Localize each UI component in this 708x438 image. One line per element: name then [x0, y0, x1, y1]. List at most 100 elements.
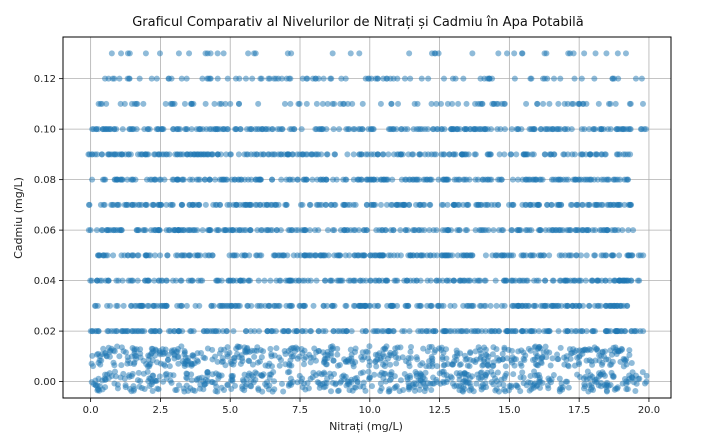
data-point: [343, 302, 350, 309]
data-point: [461, 377, 468, 384]
data-point: [134, 377, 141, 384]
data-point: [215, 371, 222, 378]
data-point: [163, 375, 170, 382]
data-point: [598, 277, 605, 284]
data-point: [493, 302, 500, 309]
data-point: [173, 252, 180, 259]
data-point: [635, 375, 642, 382]
y-tick-label: 0.02: [34, 327, 56, 338]
data-point: [336, 362, 343, 369]
data-point: [641, 380, 648, 387]
data-point: [560, 176, 567, 183]
data-point: [102, 126, 109, 133]
data-point: [626, 347, 633, 354]
data-point: [298, 126, 305, 133]
data-point: [260, 348, 267, 355]
data-point: [89, 176, 96, 183]
data-point: [288, 126, 295, 133]
data-point: [564, 126, 571, 133]
data-point: [163, 201, 170, 208]
data-point: [151, 277, 158, 284]
data-point: [362, 302, 369, 309]
data-point: [85, 201, 92, 208]
data-point: [116, 75, 123, 82]
data-point: [321, 370, 328, 377]
data-point: [110, 252, 117, 259]
data-point: [299, 201, 306, 208]
data-point: [452, 75, 459, 82]
data-point: [202, 252, 209, 259]
data-point: [478, 302, 485, 309]
data-point: [115, 201, 122, 208]
data-point: [460, 201, 467, 208]
data-point: [249, 361, 256, 368]
data-point: [129, 277, 136, 284]
data-point: [398, 176, 405, 183]
data-point: [243, 328, 250, 335]
y-tick-label: 0.12: [34, 74, 56, 85]
data-point: [517, 227, 524, 234]
data-point: [471, 277, 478, 284]
data-point: [272, 328, 279, 335]
data-point: [323, 151, 330, 158]
data-point: [396, 388, 403, 395]
data-point: [495, 201, 502, 208]
data-point: [319, 100, 326, 107]
data-point: [519, 176, 526, 183]
data-point: [302, 353, 309, 360]
data-point: [190, 100, 197, 107]
data-point: [445, 252, 452, 259]
data-point: [249, 75, 256, 82]
data-point: [220, 50, 227, 57]
data-point: [331, 227, 338, 234]
data-point: [622, 328, 629, 335]
data-point: [519, 50, 525, 57]
data-point: [289, 151, 296, 158]
data-point: [380, 353, 387, 360]
data-point: [522, 352, 529, 359]
data-point: [372, 75, 379, 82]
data-point: [517, 277, 524, 284]
data-point: [299, 328, 306, 335]
data-point: [199, 75, 206, 82]
data-point: [603, 50, 610, 57]
data-point: [245, 50, 252, 57]
data-point: [597, 379, 604, 386]
data-point: [307, 328, 314, 335]
data-point: [95, 126, 102, 133]
data-point: [341, 227, 348, 234]
data-point: [388, 375, 395, 382]
x-axis-label: Nitrați (mg/L): [329, 420, 403, 433]
data-point: [472, 348, 479, 355]
data-point: [425, 380, 432, 387]
data-point: [201, 355, 208, 362]
data-point: [382, 359, 389, 366]
data-point: [170, 126, 177, 133]
data-point: [366, 362, 373, 369]
data-point: [306, 227, 313, 234]
data-point: [397, 344, 404, 351]
data-point: [579, 350, 586, 357]
data-point: [230, 361, 237, 368]
data-point: [370, 201, 377, 208]
data-point: [324, 375, 331, 382]
data-point: [254, 227, 261, 234]
data-point: [473, 380, 480, 387]
data-point: [101, 252, 108, 259]
data-point: [530, 277, 537, 284]
x-axis-ticks: 0.0 2.5 5.0 7.5 10.0 12.5 15.0 17.5 20.0: [83, 398, 660, 416]
data-point: [267, 277, 274, 284]
data-point: [328, 346, 335, 353]
data-point: [202, 100, 209, 107]
data-point: [538, 126, 545, 133]
data-point: [224, 351, 231, 358]
data-point: [440, 75, 447, 82]
data-point: [156, 302, 163, 309]
data-point: [605, 176, 612, 183]
data-point: [258, 372, 265, 379]
data-point: [482, 351, 489, 358]
data-point: [168, 75, 175, 82]
data-point: [609, 252, 616, 259]
data-point: [99, 227, 106, 234]
data-point: [400, 201, 407, 208]
